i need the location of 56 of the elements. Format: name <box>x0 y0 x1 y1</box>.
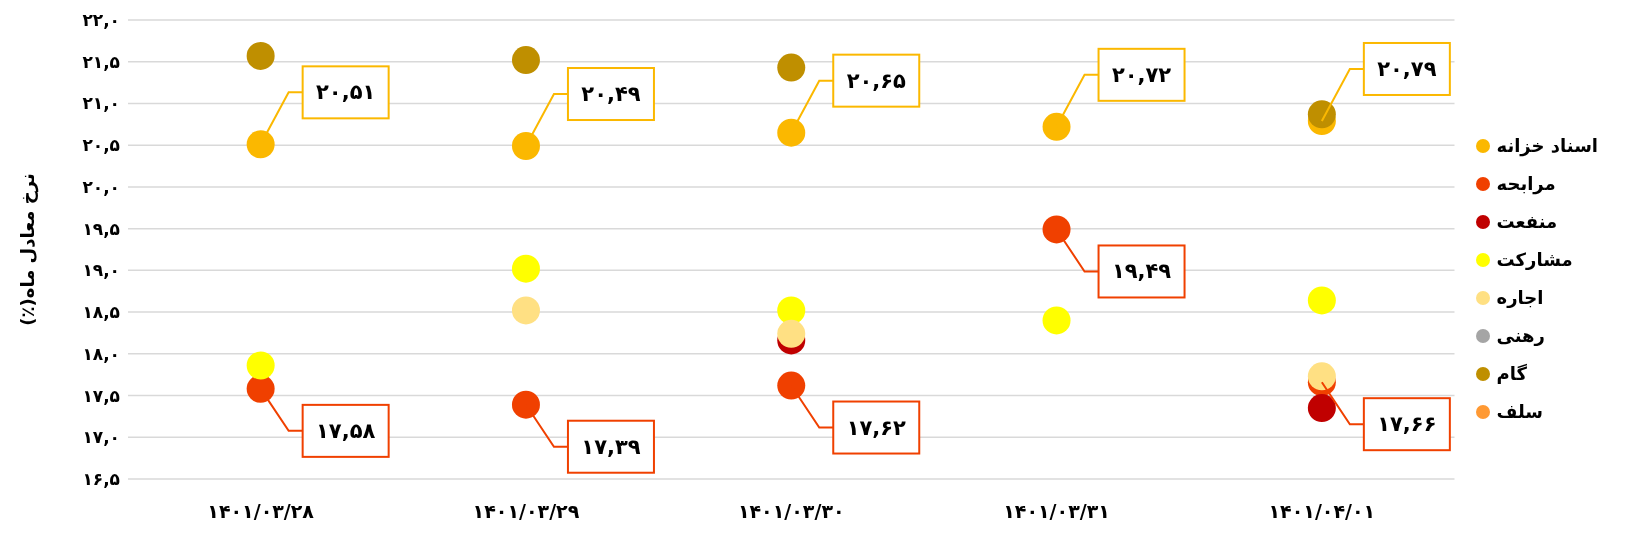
y-tick-label: ۱۷,۰ <box>82 427 120 448</box>
point <box>777 296 806 325</box>
x-tick-label: ۱۴۰۱/۰۳/۲۸ <box>207 500 315 523</box>
point <box>1307 394 1336 423</box>
legend-label: گام <box>1496 361 1527 386</box>
point <box>777 319 806 348</box>
x-tick-label: ۱۴۰۱/۰۳/۳۱ <box>1003 500 1110 523</box>
legend-label: مشارکت <box>1496 247 1573 272</box>
data-label: ۲۰,۵۱ <box>316 80 376 105</box>
point <box>1307 286 1336 315</box>
point <box>777 371 806 400</box>
data-label: ۱۷,۶۲ <box>846 415 907 440</box>
point <box>511 46 540 75</box>
y-tick-label: ۱۷,۵ <box>82 385 120 406</box>
y-tick-label: ۲۱,۵ <box>82 51 120 72</box>
y-tick-label: ۱۶,۵ <box>82 469 120 490</box>
point <box>1042 306 1071 335</box>
data-label: ۱۷,۳۹ <box>581 434 641 459</box>
y-tick-label: ۲۰,۰ <box>82 176 120 197</box>
y-tick-label: ۲۱,۰ <box>82 93 120 114</box>
data-label: ۲۰,۴۹ <box>581 82 641 107</box>
point <box>1042 112 1071 141</box>
point <box>777 53 806 82</box>
point <box>246 41 275 70</box>
y-tick-label: ۱۹,۰ <box>82 260 120 281</box>
legend-label: اسناد خزانه <box>1496 133 1598 159</box>
point <box>1307 362 1336 391</box>
point <box>246 351 275 380</box>
y-tick-label: ۲۲,۰ <box>82 10 120 31</box>
point <box>777 118 806 147</box>
y-axis-title: نرخ معادل ماه(٪) <box>17 173 40 326</box>
legend-label: رهنی <box>1496 323 1545 348</box>
y-tick-label: ۱۹,۵ <box>82 218 120 239</box>
legend-label: سلف <box>1496 399 1543 424</box>
x-tick-label: ۱۴۰۱/۰۳/۲۹ <box>472 500 580 523</box>
data-label: ۱۷,۵۸ <box>316 418 376 443</box>
point <box>511 296 540 325</box>
point <box>511 254 540 283</box>
data-label: ۱۹,۴۹ <box>1111 259 1172 284</box>
legend-label: مرابحه <box>1496 171 1556 197</box>
data-label: ۱۷,۶۶ <box>1377 412 1437 437</box>
point <box>1307 100 1336 129</box>
y-tick-label: ۱۸,۵ <box>82 302 120 323</box>
y-tick-label: ۱۸,۰ <box>82 343 120 364</box>
point <box>511 390 540 419</box>
data-label: ۲۰,۷۲ <box>1111 62 1172 87</box>
point <box>1042 215 1071 244</box>
legend-label: منفعت <box>1496 209 1558 234</box>
point <box>511 132 540 161</box>
data-label: ۲۰,۶۵ <box>846 68 907 93</box>
y-tick-label: ۲۰,۵ <box>82 135 120 156</box>
legend-label: اجاره <box>1496 285 1544 310</box>
data-label: ۲۰,۷۹ <box>1377 56 1437 81</box>
point <box>246 130 275 159</box>
x-tick-label: ۱۴۰۱/۰۳/۳۰ <box>737 500 845 523</box>
x-tick-label: ۱۴۰۱/۰۴/۰۱ <box>1268 500 1376 523</box>
